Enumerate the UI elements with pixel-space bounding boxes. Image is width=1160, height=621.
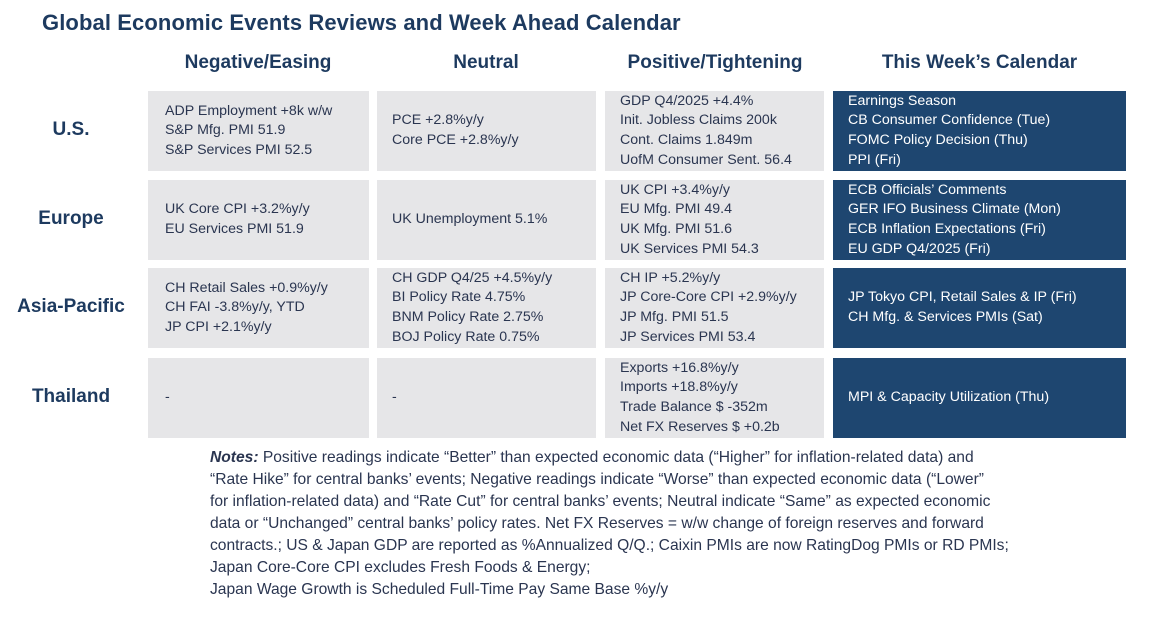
page-title: Global Economic Events Reviews and Week … [42, 10, 681, 35]
cell-line: S&P Mfg. PMI 51.9 [165, 122, 286, 139]
notes-line-3: data or “Unchanged” central banks’ polic… [210, 515, 984, 532]
cell-negative: UK Core CPI +3.2%y/y EU Services PMI 51.9 [148, 180, 369, 260]
cell-line: UK Core CPI +3.2%y/y [165, 201, 310, 218]
cell-positive: Exports +16.8%y/y Imports +18.8%y/y Trade … [605, 358, 824, 438]
cell-line: Init. Jobless Claims 200k [620, 112, 777, 129]
notes-line-6: Japan Wage Growth is Scheduled Full-Time… [210, 581, 669, 598]
notes-line-1: “Rate Hike” for central banks’ events; N… [210, 471, 984, 488]
cell-line: Exports +16.8%y/y [620, 359, 739, 376]
cell-line: S&P Services PMI 52.5 [165, 141, 313, 158]
cell-calendar: ECB Officials’ Comments GER IFO Business … [833, 180, 1126, 260]
cell-line: JP Core-Core CPI +2.9%y/y [620, 289, 797, 306]
cell-line: Trade Balance $ -352m [620, 399, 768, 415]
cell-line: CH IP +5.2%y/y [620, 269, 721, 286]
cell-neutral: UK Unemployment 5.1% [377, 180, 596, 260]
cell-line: JP Mfg. PMI 51.5 [620, 309, 729, 325]
cell-negative: ADP Employment +8k w/w S&P Mfg. PMI 51.9 S… [148, 91, 369, 171]
row-header: Europe [38, 208, 104, 229]
cell-line: JP CPI +2.1%y/y [165, 318, 272, 335]
cell-line: UK Services PMI 54.3 [620, 240, 759, 257]
cell-line: - [165, 389, 170, 406]
column-header-neutral: Neutral [453, 52, 519, 73]
column-header-negative: Negative/Easing [184, 52, 332, 73]
cell-line: JP Tokyo CPI, Retail Sales & IP (Fri) [848, 289, 1077, 306]
cell-line: Imports +18.8%y/y [620, 379, 738, 396]
row-header: U.S. [52, 119, 90, 140]
row-header: Thailand [31, 386, 111, 407]
cell-line: EU GDP Q4/2025 (Fri) [848, 240, 991, 257]
column-header-positive: Positive/Tightening [627, 52, 803, 73]
column-header-calendar: This Week’s Calendar [881, 52, 1078, 73]
cell-line: UofM Consumer Sent. 56.4 [620, 151, 792, 168]
cell-line: CH Mfg. & Services PMIs (Sat) [848, 309, 1043, 325]
cell-line: - [392, 389, 397, 406]
cell-line: BI Policy Rate 4.75% [392, 289, 526, 306]
cell-line: MPI & Capacity Utilization (Thu) [848, 389, 1050, 406]
cell-line: ADP Employment +8k w/w [165, 102, 333, 119]
cell-line: CH FAI -3.8%y/y, YTD [165, 299, 305, 316]
cell-line: Core PCE +2.8%y/y [392, 132, 519, 148]
cell-line: CH Retail Sales +0.9%y/y [165, 279, 328, 296]
row-header: Asia-Pacific [17, 296, 125, 317]
cell-line: PPI (Fri) [848, 151, 901, 168]
cell-calendar: MPI & Capacity Utilization (Thu) [833, 358, 1126, 438]
cell-line: UK Unemployment 5.1% [392, 211, 548, 228]
cell-line: UK Mfg. PMI 51.6 [620, 221, 732, 237]
cell-line: GER IFO Business Climate (Mon) [848, 201, 1061, 218]
cell-line: PCE +2.8%y/y [392, 112, 484, 129]
cell-line: ECB Inflation Expectations (Fri) [848, 221, 1046, 237]
cell-calendar: Earnings Season CB Consumer Confidence (T… [833, 91, 1126, 171]
cell-positive: CH IP +5.2%y/y JP Core-Core CPI +2.9%y/y J… [605, 268, 824, 348]
notes-line-0: Notes: Positive readings indicate “Bette… [210, 447, 1130, 469]
notes-label: Notes: [210, 449, 259, 466]
cell-line: EU Services PMI 51.9 [165, 221, 304, 237]
cell-line: CH GDP Q4/25 +4.5%y/y [392, 269, 553, 286]
cell-neutral: - [377, 358, 596, 438]
cell-line: FOMC Policy Decision (Thu) [848, 132, 1028, 148]
cell-positive: UK CPI +3.4%y/y EU Mfg. PMI 49.4 UK Mfg. P… [605, 180, 824, 260]
cell-negative: - [148, 358, 369, 438]
cell-positive: GDP Q4/2025 +4.4% Init. Jobless Claims 20… [605, 91, 824, 171]
cell-line: ECB Officials’ Comments [848, 181, 1007, 198]
cell-line: JP Services PMI 53.4 [620, 328, 756, 345]
notes-text: Positive readings indicate “Better” than… [258, 449, 974, 466]
notes: Notes: Positive readings indicate “Bette… [210, 447, 1130, 601]
cell-neutral: CH GDP Q4/25 +4.5%y/y BI Policy Rate 4.75… [377, 268, 596, 348]
notes-line-4: contracts.; US & Japan GDP are reported … [210, 537, 1009, 554]
cell-line: UK CPI +3.4%y/y [620, 181, 730, 198]
cell-negative: CH Retail Sales +0.9%y/y CH FAI -3.8%y/y,… [148, 268, 369, 348]
cell-line: BOJ Policy Rate 0.75% [392, 328, 540, 345]
cell-line: CB Consumer Confidence (Tue) [848, 112, 1051, 129]
cell-calendar: JP Tokyo CPI, Retail Sales & IP (Fri) CH … [833, 268, 1126, 348]
cell-line: Earnings Season [848, 92, 957, 109]
cell-line: Cont. Claims 1.849m [620, 132, 753, 148]
notes-line-2: for inflation-related data) and “Rate Cu… [210, 493, 991, 510]
cell-line: BNM Policy Rate 2.75% [392, 309, 544, 325]
cell-line: GDP Q4/2025 +4.4% [620, 92, 754, 109]
cell-line: EU Mfg. PMI 49.4 [620, 201, 732, 218]
cell-line: Net FX Reserves $ +0.2b [620, 418, 780, 435]
notes-line-5: Japan Core-Core CPI excludes Fresh Foods… [210, 559, 591, 576]
cell-neutral: PCE +2.8%y/y Core PCE +2.8%y/y [377, 91, 596, 171]
